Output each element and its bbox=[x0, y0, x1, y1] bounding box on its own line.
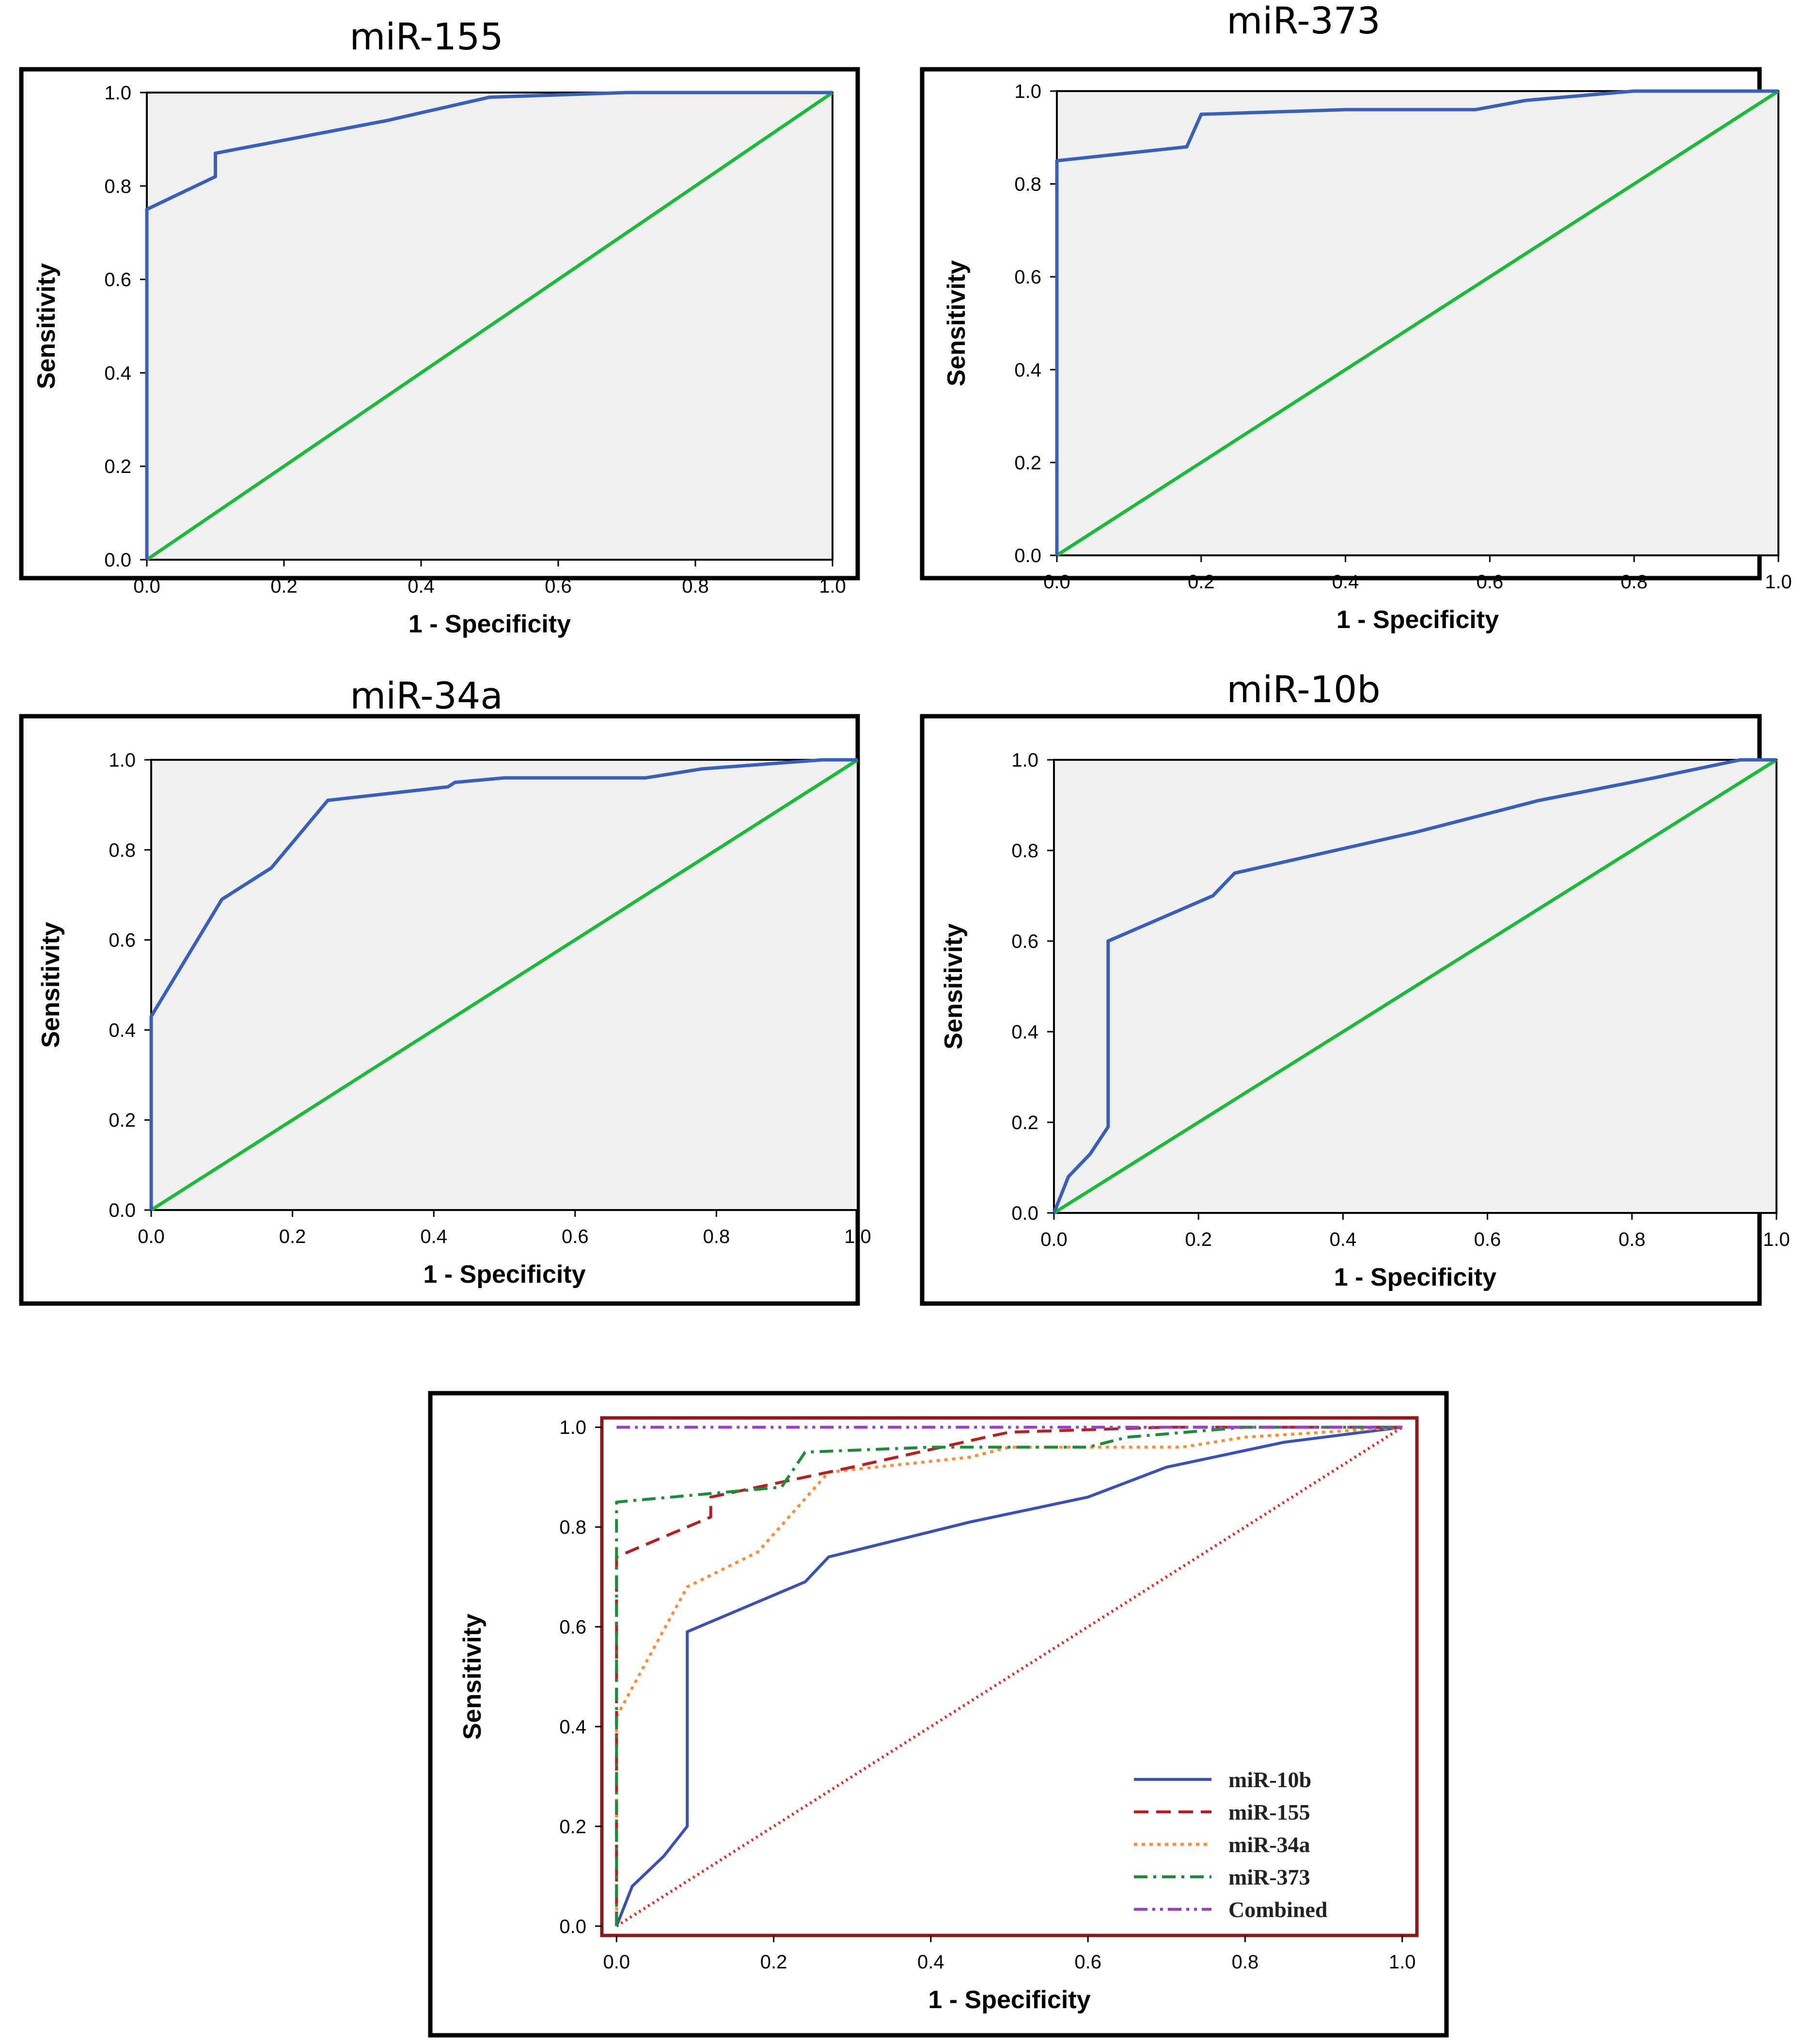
chart-combined: 0.0 0.0 0.2 0.2 0.4 0.4 0.6 0.6 0.8 0.8 1.0 1.0 1 - … bbox=[428, 1391, 1449, 2038]
y-tick-label: 1.0 bbox=[104, 82, 131, 104]
x-tick-label: 0.2 bbox=[1185, 1229, 1212, 1250]
y-tick-label: 0.8 bbox=[1011, 840, 1038, 862]
x-tick-label: 0.8 bbox=[1618, 1229, 1646, 1250]
x-tick-label: 0.8 bbox=[1232, 1951, 1259, 1973]
x-tick-label: 0.0 bbox=[133, 576, 160, 597]
chart-mir34a: 0.00.0 0.2 0.2 0.4 0.4 0.6 0.6 0.8 0.8 1.0 1.0 1 - … bbox=[19, 714, 871, 1306]
series-line-roc bbox=[1052, 758, 1776, 1214]
x-tick-label: 0.4 bbox=[1332, 571, 1359, 593]
y-tick-label: 0.4 bbox=[559, 1716, 586, 1738]
chart-mir373: 0.00.0 0.2 0.2 0.4 0.4 0.6 0.6 0.8 0.8 1.0 1.0 1 - … bbox=[920, 67, 1792, 634]
y-tick-label: 1.0 bbox=[559, 1417, 586, 1438]
y-tick-label: 0.8 bbox=[109, 840, 136, 861]
y-tick-label: 0.0 bbox=[1011, 1203, 1038, 1224]
y-tick-label: 0.6 bbox=[109, 930, 136, 951]
x-tick-label: 0.8 bbox=[682, 576, 709, 597]
chart-title-mir10b: miR-10b bbox=[1226, 668, 1381, 711]
legend: miR-10b miR-155 miR-34a miR-373 Combined bbox=[1134, 1767, 1328, 1922]
x-axis-label: 1 - Specificity bbox=[1336, 606, 1499, 634]
x-tick-label: 1.0 bbox=[1763, 1229, 1790, 1250]
x-tick-label: 0.0 bbox=[1043, 571, 1070, 593]
x-tick-label: 0.2 bbox=[270, 576, 298, 597]
x-axis-label: 1 - Specificity bbox=[423, 1260, 585, 1289]
y-tick-label: 0.0 bbox=[559, 1916, 586, 1937]
y-tick-label: 0.6 bbox=[104, 269, 131, 291]
y-tick-label: 0.2 bbox=[104, 456, 131, 477]
y-tick-label: 0.4 bbox=[109, 1020, 136, 1041]
y-tick-label: 0.0 bbox=[104, 550, 131, 571]
x-tick-label: 1.0 bbox=[844, 1226, 871, 1247]
y-tick-label: 1.0 bbox=[1011, 750, 1038, 771]
y-tick-label: 0.2 bbox=[559, 1816, 586, 1838]
y-axis-label: Sensitivity bbox=[37, 922, 65, 1048]
chart-mir155: 0.00.0 0.2 0.2 0.4 0.4 0.6 0.6 0.8 0.8 1.0 1.0 1 - … bbox=[19, 67, 860, 638]
series-line-reference bbox=[150, 758, 859, 1211]
y-tick-label: 0.4 bbox=[1014, 360, 1041, 381]
series-line-mir-373 bbox=[615, 1426, 1402, 1926]
x-tick-label: 0.6 bbox=[1074, 1951, 1101, 1973]
y-tick-label: 1.0 bbox=[1014, 81, 1041, 102]
chart-title-mir34a: miR-34a bbox=[350, 674, 503, 717]
x-tick-label: 0.4 bbox=[408, 576, 435, 597]
y-tick-label: 0.8 bbox=[104, 176, 131, 197]
chart-mir10b: 0.00.0 0.2 0.2 0.4 0.4 0.6 0.6 0.8 0.8 1.0 1.0 1 - … bbox=[920, 714, 1790, 1306]
y-tick-label: 0.4 bbox=[1011, 1022, 1038, 1043]
y-tick-label: 0.2 bbox=[109, 1110, 136, 1131]
x-tick-label: 1.0 bbox=[1765, 571, 1792, 593]
x-tick-label: 0.6 bbox=[562, 1226, 589, 1247]
x-tick-label: 0.2 bbox=[1188, 571, 1215, 593]
series-line-mir-155 bbox=[615, 1426, 1402, 1926]
x-tick-label: 0.0 bbox=[138, 1226, 165, 1247]
y-tick-label: 0.0 bbox=[1014, 545, 1041, 566]
series-line-mir-34a bbox=[615, 1426, 1402, 1926]
y-tick-label: 0.2 bbox=[1011, 1112, 1038, 1133]
legend-label-mir-373: miR-373 bbox=[1228, 1865, 1310, 1889]
chart-title-mir155: miR-155 bbox=[349, 15, 503, 58]
x-tick-label: 0.2 bbox=[760, 1951, 787, 1973]
y-tick-label: 0.2 bbox=[1014, 452, 1041, 473]
legend-label-combined: Combined bbox=[1228, 1897, 1328, 1922]
series-line-reference bbox=[615, 1426, 1403, 1928]
y-axis-label: Sensitivity bbox=[458, 1614, 487, 1740]
x-tick-label: 0.0 bbox=[1040, 1229, 1068, 1250]
x-tick-label: 0.6 bbox=[545, 576, 572, 597]
series-line-reference bbox=[1053, 758, 1777, 1214]
x-tick-label: 0.4 bbox=[420, 1226, 447, 1247]
x-tick-label: 0.4 bbox=[1330, 1229, 1357, 1250]
series-line-roc bbox=[1055, 89, 1778, 555]
y-axis-label: Sensitivity bbox=[940, 923, 968, 1049]
y-axis-label: Sensitivity bbox=[32, 263, 61, 389]
y-tick-label: 1.0 bbox=[109, 750, 136, 771]
x-tick-label: 0.0 bbox=[603, 1951, 630, 1973]
x-axis-label: 1 - Specificity bbox=[409, 610, 571, 638]
y-tick-label: 0.6 bbox=[559, 1617, 586, 1638]
series-line-reference bbox=[1056, 90, 1779, 557]
x-tick-label: 0.6 bbox=[1477, 571, 1504, 593]
series-line-reference bbox=[146, 91, 833, 561]
x-axis-label: 1 - Specificity bbox=[1334, 1263, 1496, 1291]
y-tick-label: 0.8 bbox=[559, 1517, 586, 1538]
y-tick-label: 0.6 bbox=[1011, 931, 1038, 952]
x-tick-label: 0.4 bbox=[917, 1951, 944, 1973]
y-tick-label: 0.4 bbox=[104, 362, 131, 384]
x-axis-label: 1 - Specificity bbox=[928, 1986, 1090, 2014]
x-tick-label: 0.6 bbox=[1474, 1229, 1501, 1250]
x-tick-label: 1.0 bbox=[1389, 1951, 1416, 1973]
x-tick-label: 0.8 bbox=[703, 1226, 730, 1247]
y-tick-label: 0.6 bbox=[1014, 267, 1041, 288]
legend-label-mir-155: miR-155 bbox=[1228, 1800, 1310, 1824]
series-line-roc bbox=[145, 91, 833, 560]
y-tick-label: 0.0 bbox=[109, 1200, 136, 1221]
chart-title-mir373: miR-373 bbox=[1226, 0, 1381, 42]
series-line-roc bbox=[149, 758, 858, 1210]
legend-label-mir-34a: miR-34a bbox=[1228, 1832, 1310, 1857]
legend-label-mir-10b: miR-10b bbox=[1228, 1767, 1311, 1792]
y-tick-label: 0.8 bbox=[1014, 174, 1041, 195]
x-tick-label: 1.0 bbox=[819, 576, 846, 597]
x-tick-label: 0.8 bbox=[1620, 571, 1648, 593]
series-line-mir-10b bbox=[615, 1426, 1403, 1927]
y-axis-label: Sensitivity bbox=[943, 260, 971, 386]
x-tick-label: 0.2 bbox=[279, 1226, 306, 1247]
